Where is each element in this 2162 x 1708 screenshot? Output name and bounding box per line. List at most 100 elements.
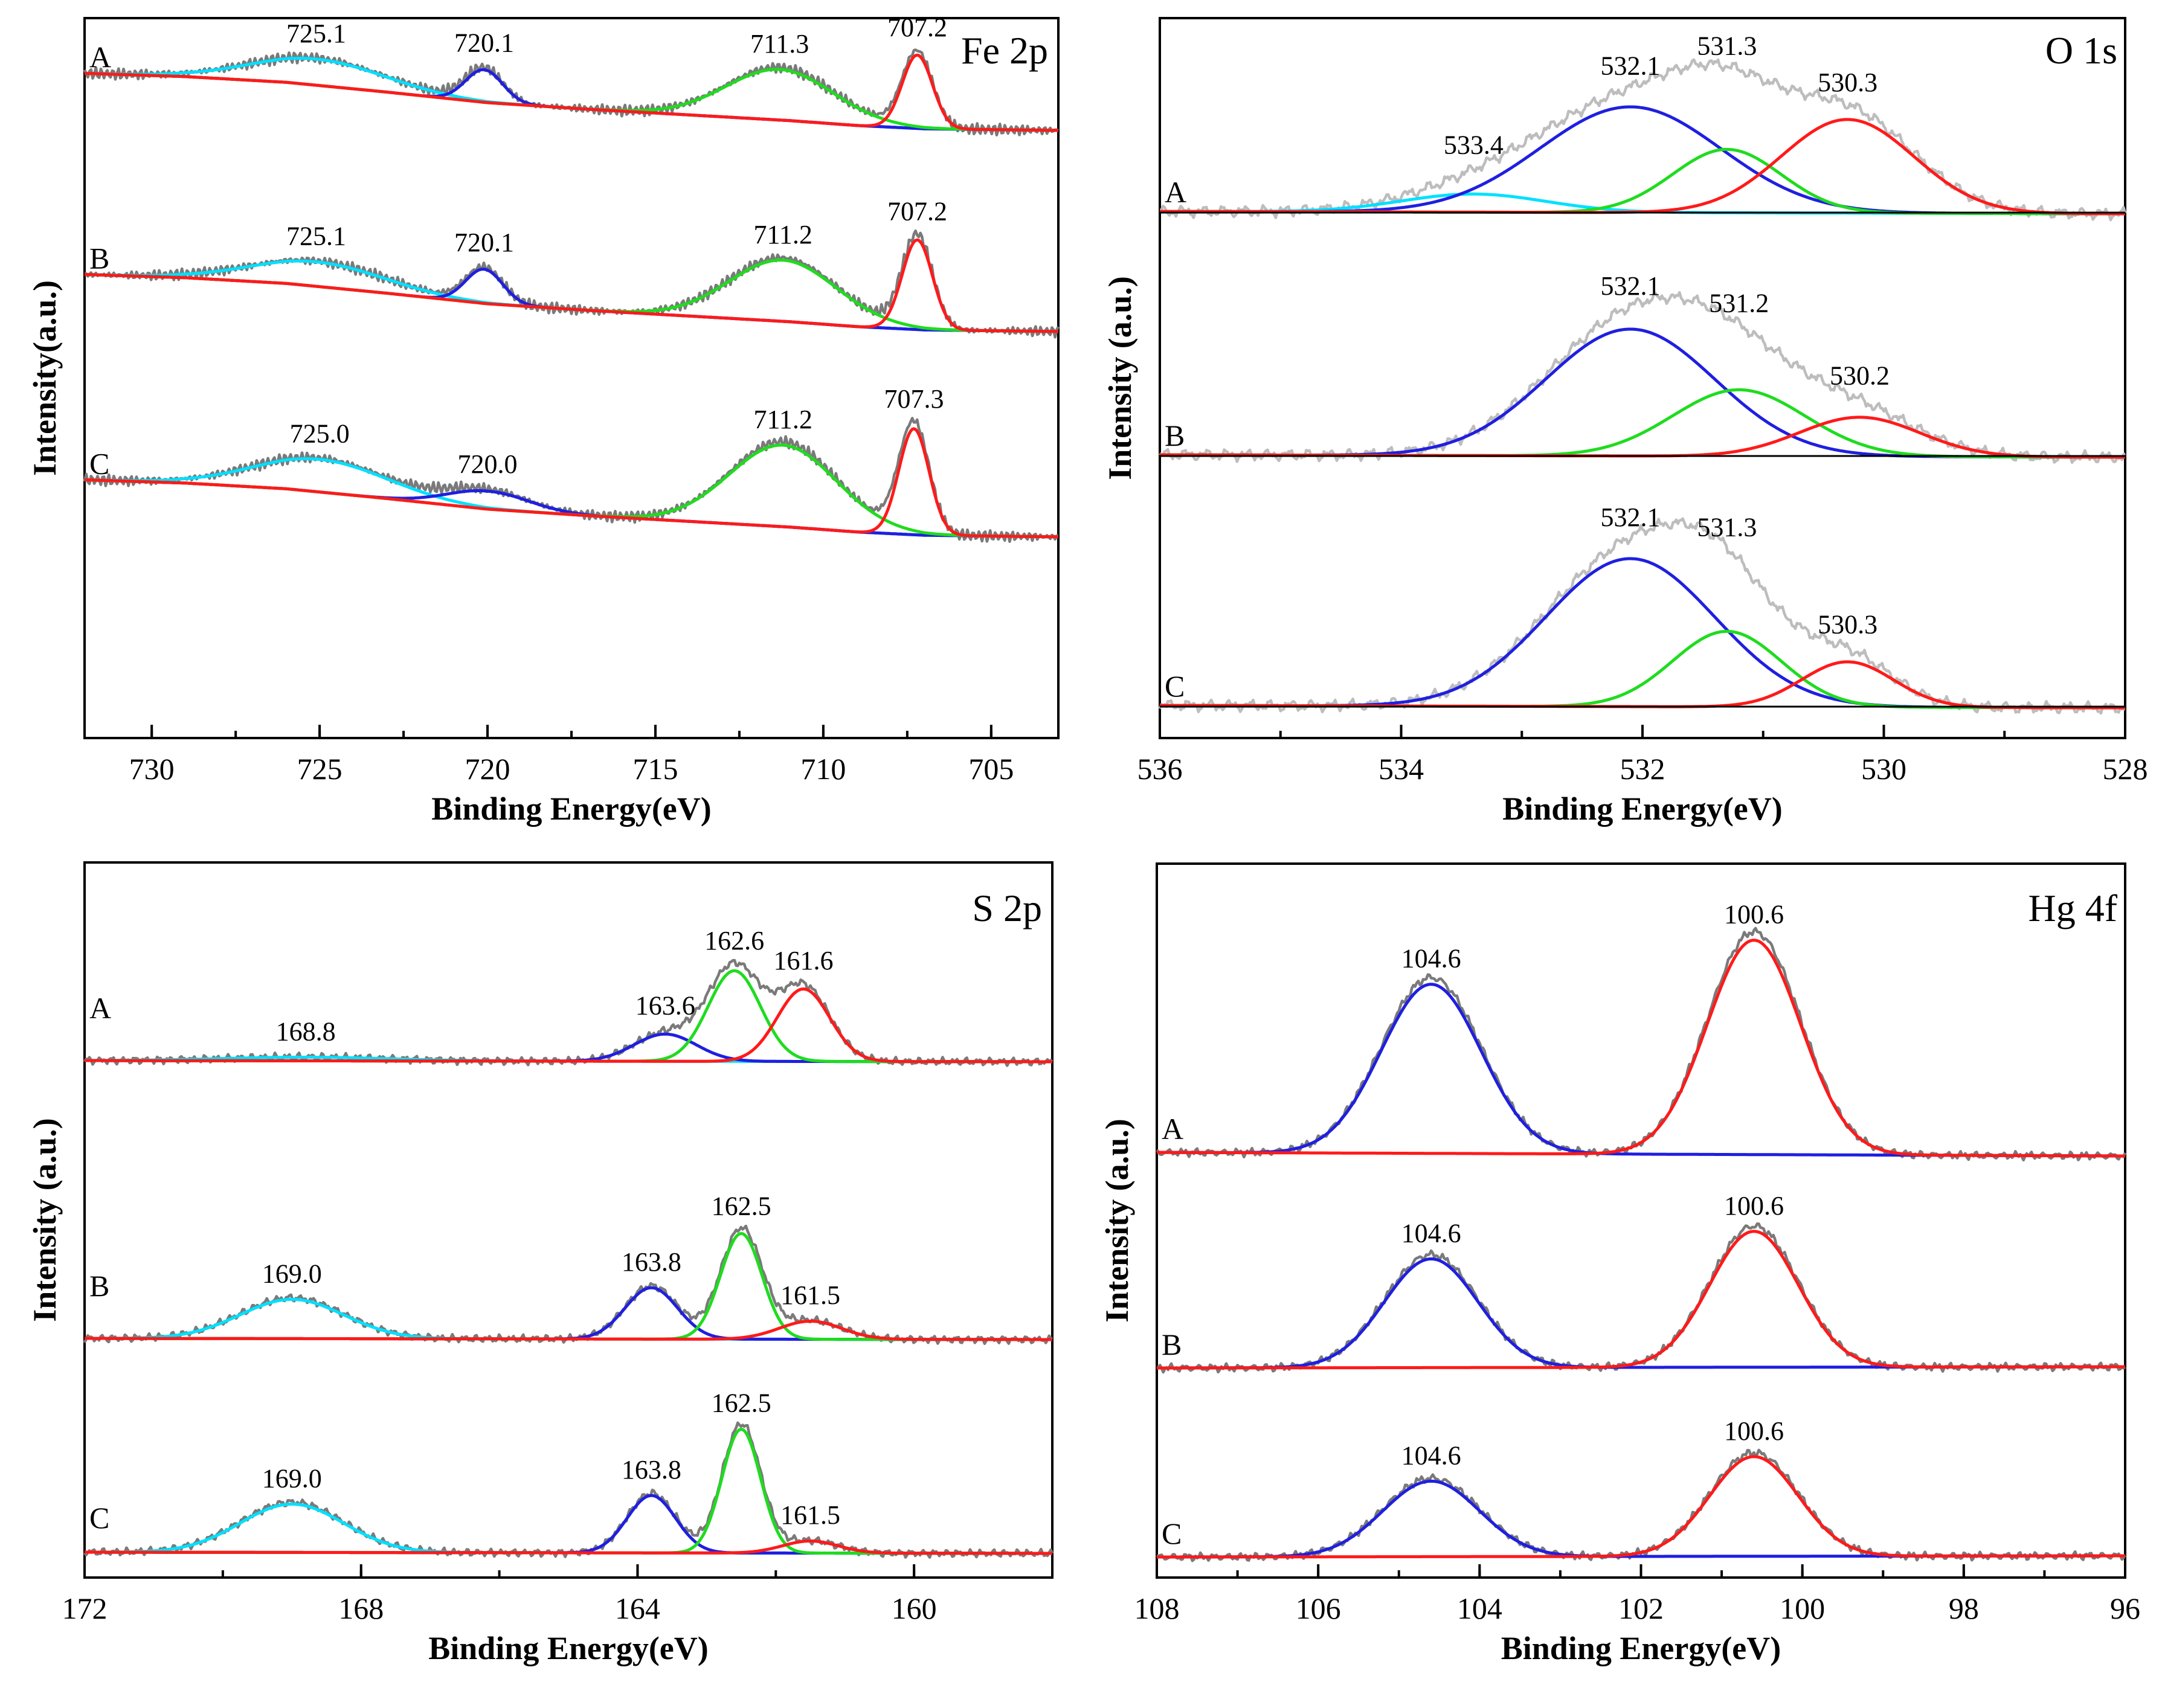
fit-peak-531.2 (1160, 388, 2125, 459)
raw-spectrum (83, 958, 1054, 1067)
fit-peak-100.6 (1157, 1230, 2125, 1370)
fit-peak-163.8 (85, 1286, 1052, 1341)
row-label: B (89, 241, 109, 275)
row-label: A (89, 991, 111, 1025)
spectrum-row-A: A 104.6 100.6 (1156, 900, 2127, 1162)
peak-label: 161.5 (780, 1500, 840, 1530)
raw-spectrum (83, 1421, 1054, 1559)
x-tick-label: 705 (968, 752, 1014, 786)
spectrum-row-C: C 725.0 720.0 711.2 707.3 (83, 384, 1058, 543)
peak-label: 163.8 (622, 1247, 681, 1277)
peak-label: 531.3 (1697, 512, 1757, 542)
x-tick-label: 104 (1457, 1591, 1502, 1625)
fit-peak-530.3 (1160, 118, 2125, 216)
x-axis-title: Binding Energy(eV) (1502, 791, 1783, 827)
x-tick-label: 164 (615, 1591, 660, 1625)
x-tick-label: 100 (1780, 1591, 1825, 1625)
peak-label: 532.1 (1601, 51, 1661, 81)
x-tick-label: 96 (2110, 1591, 2140, 1625)
peak-label: 104.6 (1401, 944, 1461, 974)
peak-label: 530.3 (1818, 609, 1877, 639)
spectrum-row-B: B 169.0 163.8 162.5 161.5 (83, 1192, 1054, 1345)
spectrum-row-A: A 725.1 720.1 711.3 707.2 (83, 13, 1059, 136)
peak-label: 720.1 (454, 28, 514, 58)
raw-spectrum (83, 48, 1059, 136)
fit-peak-711.2 (84, 443, 1058, 539)
fit-peak-169 (85, 1297, 1052, 1341)
spectrum-row-C: C 532.1 531.3 530.3 (1158, 502, 2126, 715)
peak-label: 725.0 (290, 419, 350, 449)
y-axis-title: Intensity (a.u.) (1099, 1119, 1135, 1323)
fit-peak-725.1 (84, 57, 1058, 132)
peak-label: 169.0 (262, 1259, 322, 1288)
fit-peak-104.6 (1157, 1257, 2125, 1370)
y-axis-title: Intensity (a.u.) (27, 1118, 63, 1322)
fit-peak-707.3 (84, 427, 1058, 539)
x-tick-label: 536 (1137, 752, 1183, 786)
x-tick-label: 102 (1618, 1591, 1664, 1625)
peak-label: 530.2 (1830, 361, 1890, 391)
x-tick-label: 530 (1861, 752, 1906, 786)
peak-label: 100.6 (1724, 1416, 1784, 1446)
raw-spectrum (83, 417, 1058, 543)
fit-peak-161.6 (85, 987, 1052, 1064)
peak-label: 711.3 (750, 29, 809, 59)
fit-peak-531.3 (1160, 629, 2125, 710)
fit-peak-169 (85, 1502, 1052, 1555)
peak-label: 162.5 (712, 1388, 771, 1417)
panel-title: O 1s (2045, 29, 2117, 72)
spectrum-row-B: B 104.6 100.6 (1156, 1191, 2126, 1374)
peak-label: 707.2 (887, 13, 947, 42)
x-tick-label: 710 (800, 752, 846, 786)
fit-peak-100.6 (1157, 1455, 2125, 1559)
fit-peak-100.6 (1157, 939, 2125, 1158)
spectrum-row-A: A 533.4 532.1 531.3 530.3 (1160, 31, 2127, 222)
panel-title: Hg 4f (2028, 887, 2117, 929)
fit-peak-531.3 (1160, 147, 2125, 216)
x-axis-title: Binding Energy(eV) (1501, 1630, 1781, 1666)
fit-peak-161.5 (85, 1320, 1052, 1341)
fit-peak-163.8 (85, 1494, 1052, 1555)
x-tick-label: 532 (1620, 752, 1665, 786)
row-label: C (1165, 669, 1185, 703)
peak-label: 161.5 (780, 1280, 840, 1310)
row-label: A (1162, 1112, 1183, 1146)
plot-frame (1159, 17, 2126, 739)
raw-spectrum (1156, 1222, 2126, 1374)
x-tick-label: 730 (129, 752, 175, 786)
spectrum-row-B: B 725.1 720.1 711.2 707.2 (84, 197, 1060, 339)
y-axis-title: Intensity (a.u.) (1102, 276, 1138, 480)
peak-label: 100.6 (1724, 1191, 1784, 1221)
x-axis-title: Binding Energy(eV) (428, 1630, 709, 1666)
row-label: C (89, 1501, 109, 1535)
fit-peak-707.2 (84, 238, 1058, 333)
x-tick-label: 168 (338, 1591, 384, 1625)
peak-label: 161.6 (774, 946, 834, 975)
x-tick-label: 528 (2103, 752, 2148, 786)
panel-title: Fe 2p (961, 29, 1048, 72)
fit-peak-720 (84, 478, 1058, 539)
fit-peak-162.5 (85, 1231, 1052, 1341)
spectrum-row-B: B 532.1 531.2 530.2 (1159, 271, 2126, 464)
row-label: A (1165, 175, 1186, 209)
x-tick-label: 715 (632, 752, 678, 786)
peak-label: 720.1 (454, 228, 514, 257)
row-label: C (89, 446, 109, 480)
panel-hg-4f: 108 106 104 102 100 98 96 Binding Energy(eV) Int… (1099, 862, 2140, 1666)
fit-peak-532.1 (1160, 327, 2125, 459)
y-axis-title: Intensity(a.u.) (27, 280, 63, 476)
peak-label: 531.3 (1697, 31, 1757, 61)
fit-peak-161.5 (85, 1539, 1052, 1555)
x-tick-label: 98 (1949, 1591, 1979, 1625)
peak-label: 100.6 (1724, 900, 1784, 929)
raw-spectrum (1159, 291, 2126, 464)
spectrum-row-C: C 169.0 163.8 162.5 161.5 (83, 1388, 1054, 1559)
row-label: C (1162, 1517, 1182, 1550)
peak-label: 104.6 (1401, 1440, 1461, 1470)
row-label: B (89, 1269, 109, 1303)
peak-label: 163.6 (635, 990, 695, 1020)
fit-peak-104.6 (1157, 983, 2125, 1158)
x-tick-label: 720 (465, 752, 510, 786)
spectrum-row-C: C 104.6 100.6 (1156, 1416, 2126, 1562)
panel-s-2p: 172 168 164 160 Binding Energy(eV) Intensity … (27, 861, 1054, 1666)
